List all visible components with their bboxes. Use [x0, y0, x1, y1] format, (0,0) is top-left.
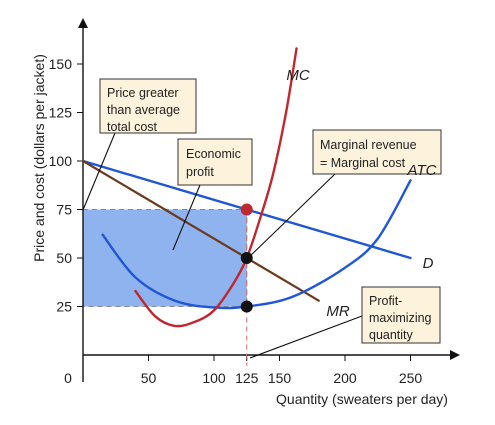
y-tick-label: 125 — [49, 105, 73, 121]
points-layer — [240, 203, 253, 313]
labels-layer: Quantity (sweaters per day) Price and cos… — [31, 54, 448, 407]
note-mr-equals-mc-box — [312, 129, 442, 175]
note-mr-equals-mc: Marginal revenue = Marginal cost — [312, 129, 442, 175]
x-tick-label: 125 — [235, 370, 259, 386]
note-economic-profit-line: profit — [186, 165, 214, 179]
x-tick-label: 100 — [202, 370, 226, 386]
note-profit-maximizing-quantity: Profit-maximizing quantity — [361, 286, 441, 344]
note-profit-maximizing-quantity-box — [361, 286, 441, 344]
note-price-greater-than-atc-line: total cost — [107, 120, 158, 134]
note-profit-maximizing-quantity-line: maximizing — [369, 311, 432, 325]
y-tick-label: 150 — [49, 56, 73, 72]
atc-point — [240, 300, 253, 313]
note-price-greater-than-atc: Price greater than average total cost — [99, 78, 197, 134]
axes-layer: 0 50 100 125 150 200 250 25 50 75 100 125 150 — [49, 18, 460, 386]
annotations-layer: Price greater than average total cost Econo… — [99, 78, 442, 344]
x-axis-title: Quantity (sweaters per day) — [276, 391, 448, 407]
note-mr-equals-mc-leader — [247, 173, 336, 259]
x-tick-label: 250 — [399, 370, 423, 386]
note-price-greater-than-atc-line: Price greater — [107, 86, 179, 100]
y-tick-label: 100 — [49, 153, 73, 169]
y-tick-label: 50 — [56, 250, 72, 266]
note-economic-profit-leader — [172, 184, 201, 251]
curve-label-atc: ATC — [407, 162, 437, 179]
y-axis-title: Price and cost (dollars per jacket) — [31, 54, 47, 262]
profit-area-layer — [82, 209, 248, 307]
mr-mc-intersection-point — [240, 252, 253, 264]
curve-label-mr: MR — [326, 303, 349, 320]
note-mr-equals-mc-line: Marginal revenue — [320, 138, 417, 152]
note-price-greater-than-atc-box — [99, 78, 197, 134]
note-mr-equals-mc-line: = Marginal cost — [320, 156, 406, 170]
note-profit-maximizing-quantity-leader — [249, 315, 363, 359]
note-profit-maximizing-quantity-line: quantity — [369, 328, 414, 342]
curve-label-mc: MC — [286, 67, 309, 84]
economic-profit-rectangle — [82, 209, 248, 307]
note-price-greater-than-atc-line: than average — [107, 103, 180, 117]
curve-mc — [134, 47, 298, 328]
curve-mr — [81, 159, 320, 302]
x-tick-label: 0 — [64, 370, 72, 386]
x-tick-label: 50 — [141, 370, 157, 386]
y-tick-label: 75 — [56, 202, 72, 218]
x-tick-label: 150 — [268, 370, 292, 386]
x-tick-label: 200 — [333, 370, 357, 386]
curve-label-d: D — [423, 255, 434, 272]
leader-lines-layer — [82, 132, 363, 359]
note-profit-maximizing-quantity-line: Profit- — [369, 294, 402, 308]
y-tick-label: 25 — [56, 299, 72, 315]
note-price-greater-than-atc-leader — [82, 132, 116, 211]
note-economic-profit: Economic profit — [177, 138, 253, 186]
price-point — [240, 203, 253, 216]
note-economic-profit-box — [177, 138, 253, 186]
note-economic-profit-line: Economic — [186, 147, 241, 161]
